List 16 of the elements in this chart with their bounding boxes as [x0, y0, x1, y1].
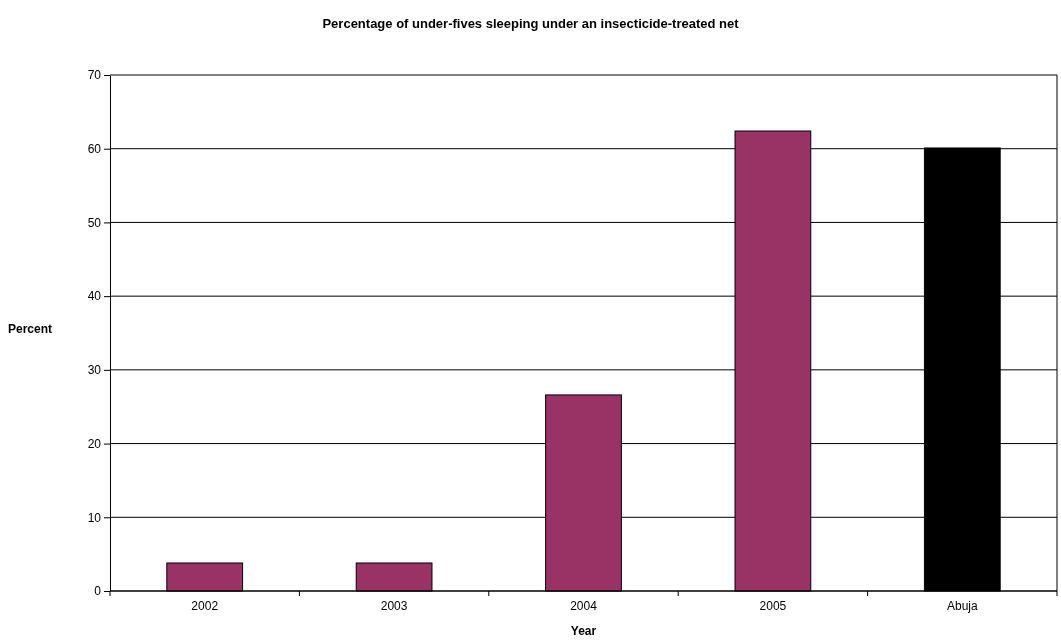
y-tick-label: 60: [87, 142, 102, 157]
y-tick-label: 40: [87, 289, 102, 304]
chart-title: Percentage of under-fives sleeping under an insecticide-treated net: [322, 16, 740, 31]
x-tick-label: 2002: [191, 598, 219, 613]
y-tick-label: 30: [87, 363, 102, 378]
y-axis-title: Percent: [8, 322, 53, 336]
y-tick-label: 70: [87, 68, 102, 83]
x-tick-label: Abuja: [946, 598, 978, 613]
y-tick-label: 50: [87, 215, 102, 230]
y-tick-label: 20: [87, 436, 102, 451]
y-tick-label: 10: [87, 510, 102, 525]
x-tick-label: 2003: [380, 598, 408, 613]
x-tick-label: 2005: [759, 598, 787, 613]
x-axis-title: Year: [570, 624, 597, 638]
x-tick-label: 2004: [570, 598, 598, 613]
y-tick-label: 0: [94, 584, 102, 599]
